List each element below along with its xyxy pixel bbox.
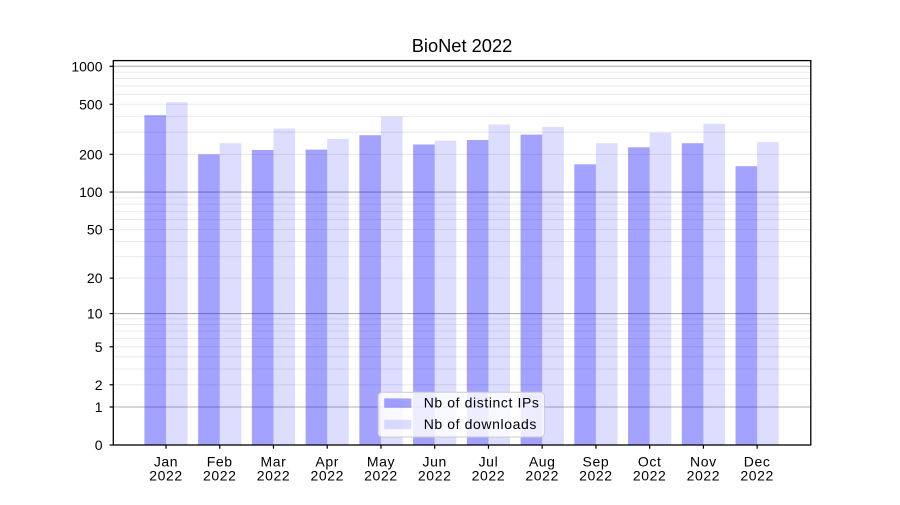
- svg-text:200: 200: [79, 146, 103, 162]
- svg-text:2022: 2022: [418, 468, 452, 484]
- svg-text:2022: 2022: [633, 468, 667, 484]
- svg-text:Jul: Jul: [479, 454, 499, 470]
- svg-text:2022: 2022: [740, 468, 774, 484]
- svg-text:2022: 2022: [579, 468, 613, 484]
- svg-text:May: May: [367, 454, 395, 470]
- svg-text:Mar: Mar: [261, 454, 287, 470]
- svg-text:Aug: Aug: [529, 454, 556, 470]
- svg-text:Nov: Nov: [690, 454, 717, 470]
- svg-text:2022: 2022: [149, 468, 183, 484]
- svg-text:2022: 2022: [472, 468, 506, 484]
- svg-text:2022: 2022: [525, 468, 559, 484]
- svg-text:Sep: Sep: [583, 454, 610, 470]
- svg-text:1: 1: [95, 399, 103, 415]
- svg-text:Jun: Jun: [423, 454, 447, 470]
- svg-text:5: 5: [95, 339, 103, 355]
- svg-text:Jan: Jan: [154, 454, 178, 470]
- svg-text:100: 100: [79, 184, 103, 200]
- svg-text:Apr: Apr: [315, 454, 339, 470]
- svg-text:1000: 1000: [71, 58, 102, 74]
- svg-text:2022: 2022: [310, 468, 344, 484]
- svg-text:20: 20: [87, 270, 103, 286]
- svg-text:2022: 2022: [364, 468, 398, 484]
- svg-text:2022: 2022: [257, 468, 291, 484]
- svg-text:Nb of distinct IPs: Nb of distinct IPs: [424, 395, 540, 411]
- svg-text:500: 500: [79, 96, 103, 112]
- svg-text:Oct: Oct: [638, 454, 662, 470]
- svg-text:BioNet 2022: BioNet 2022: [412, 35, 513, 56]
- svg-text:50: 50: [87, 222, 103, 238]
- svg-text:Dec: Dec: [744, 454, 771, 470]
- svg-text:2022: 2022: [687, 468, 721, 484]
- svg-text:Feb: Feb: [207, 454, 233, 470]
- svg-text:Nb of downloads: Nb of downloads: [424, 416, 537, 432]
- svg-text:0: 0: [95, 437, 103, 453]
- svg-text:2: 2: [95, 377, 103, 393]
- svg-text:2022: 2022: [203, 468, 237, 484]
- svg-text:10: 10: [87, 306, 103, 322]
